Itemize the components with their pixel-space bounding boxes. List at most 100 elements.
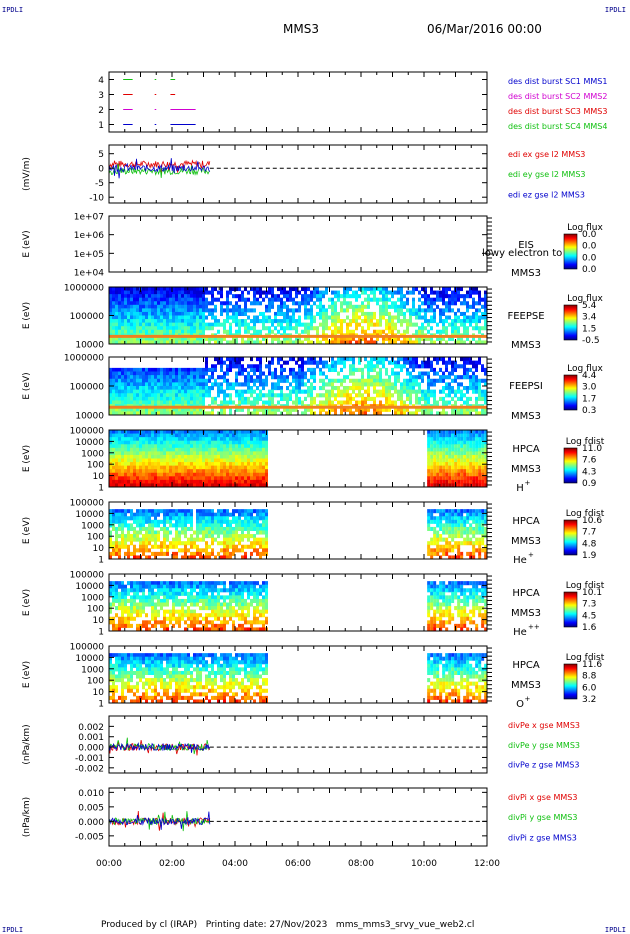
spectrogram-cell bbox=[451, 378, 454, 383]
spectrogram-cell bbox=[256, 454, 259, 459]
spectrogram-cell bbox=[124, 386, 127, 391]
spectrogram-cell bbox=[253, 451, 256, 456]
spectrogram-cell bbox=[484, 396, 487, 401]
spectrogram-cell bbox=[256, 469, 259, 474]
spectrogram-cell bbox=[412, 304, 415, 309]
spectrogram-cell bbox=[178, 386, 181, 391]
spectrogram-cell bbox=[184, 329, 187, 334]
spectrogram-cell bbox=[208, 378, 211, 383]
spectrogram-cell bbox=[343, 301, 346, 306]
spectrogram-cell bbox=[247, 433, 250, 438]
spectrogram-cell bbox=[307, 360, 310, 365]
spectrogram-cell bbox=[436, 329, 439, 334]
spectrogram-cell bbox=[457, 382, 460, 387]
spectrogram-cell bbox=[475, 319, 478, 324]
spectrogram-cell bbox=[193, 287, 196, 292]
spectrogram-cell bbox=[130, 472, 133, 477]
spectrogram-cell bbox=[442, 465, 446, 470]
spectrogram-cell bbox=[223, 555, 226, 560]
y-tick-label: 5 bbox=[98, 150, 104, 160]
spectrogram-cell bbox=[364, 364, 367, 369]
spectrogram-cell bbox=[235, 375, 238, 380]
spectrogram-cell bbox=[262, 433, 265, 438]
spectrogram-cell bbox=[130, 297, 133, 302]
spectrogram-cell bbox=[136, 411, 139, 416]
spectrogram-cell bbox=[220, 400, 223, 405]
spectrogram-cell bbox=[451, 440, 455, 445]
spectrogram-cell bbox=[211, 526, 214, 531]
spectrogram-cell bbox=[436, 462, 440, 467]
spectrogram-cell bbox=[130, 509, 133, 514]
spectrogram-cell bbox=[112, 393, 115, 398]
spectrogram-cell bbox=[337, 311, 340, 316]
spectrogram-cell bbox=[127, 430, 130, 435]
spectrogram-cell bbox=[343, 389, 346, 394]
spectrogram-cell bbox=[421, 322, 424, 327]
spectrogram-cell bbox=[301, 322, 304, 327]
spectrogram-cell bbox=[343, 287, 346, 292]
spectrogram-cell bbox=[112, 375, 115, 380]
spectrogram-cell bbox=[184, 393, 187, 398]
spectrogram-cell bbox=[166, 469, 169, 474]
spectrogram-cell bbox=[187, 476, 190, 481]
spectrogram-cell bbox=[121, 454, 124, 459]
spectrogram-cell bbox=[334, 336, 337, 341]
spectrogram-cell bbox=[304, 396, 307, 401]
spectrogram-cell bbox=[118, 326, 121, 331]
spectrogram-cell bbox=[454, 364, 457, 369]
spectrogram-cell bbox=[328, 367, 331, 372]
spectrogram-cell bbox=[109, 440, 112, 445]
spectrogram-cell bbox=[115, 483, 118, 488]
spectrogram-cell bbox=[154, 469, 157, 474]
spectrogram-cell bbox=[292, 315, 295, 320]
spectrogram-cell bbox=[238, 472, 241, 477]
spectrogram-cell bbox=[262, 430, 265, 435]
spectrogram-cell bbox=[217, 393, 220, 398]
spectrogram-cell bbox=[226, 301, 229, 306]
spectrogram-cell bbox=[154, 297, 157, 302]
spectrogram-cell bbox=[460, 454, 464, 459]
spectrogram-cell bbox=[307, 407, 310, 412]
spectrogram-cell bbox=[178, 537, 181, 542]
spectrogram-cell bbox=[337, 294, 340, 299]
spectrogram-cell bbox=[199, 430, 202, 435]
spectrogram-cell bbox=[214, 451, 217, 456]
spectrogram-cell bbox=[430, 476, 434, 481]
spectrogram-cell bbox=[322, 400, 325, 405]
spectrogram-cell bbox=[361, 301, 364, 306]
spectrogram-cell bbox=[307, 315, 310, 320]
spectrogram-cell bbox=[292, 357, 295, 362]
spectrogram-cell bbox=[229, 530, 232, 535]
spectrogram-cell bbox=[292, 340, 295, 345]
spectrogram-cell bbox=[409, 357, 412, 362]
spectrogram-cell bbox=[142, 375, 145, 380]
spectrogram-cell bbox=[133, 367, 136, 372]
spectrogram-cell bbox=[211, 382, 214, 387]
spectrogram-cell bbox=[313, 319, 316, 324]
spectrogram-cell bbox=[205, 315, 208, 320]
spectrogram-cell bbox=[193, 308, 196, 313]
spectrogram-cell bbox=[349, 322, 352, 327]
spectrogram-cell bbox=[112, 479, 115, 484]
spectrogram-cell bbox=[136, 400, 139, 405]
spectrogram-cell bbox=[199, 297, 202, 302]
spectrogram-cell bbox=[376, 382, 379, 387]
spectrogram-cell bbox=[172, 311, 175, 316]
spectrogram-cell bbox=[202, 389, 205, 394]
spectrogram-cell bbox=[181, 462, 184, 467]
spectrogram-cell bbox=[238, 433, 241, 438]
spectrogram-cell bbox=[145, 375, 148, 380]
spectrogram-cell bbox=[124, 336, 127, 341]
spectrogram-cell bbox=[379, 315, 382, 320]
spectrogram-cell bbox=[220, 523, 223, 528]
spectrogram-cell bbox=[250, 458, 253, 463]
spectrogram-cell bbox=[184, 555, 187, 560]
spectrogram-cell bbox=[271, 400, 274, 405]
spectrogram-cell bbox=[127, 440, 130, 445]
spectrogram-cell bbox=[268, 308, 271, 313]
spectrogram-cell bbox=[139, 509, 142, 514]
spectrogram-cell bbox=[217, 476, 220, 481]
spectrogram-cell bbox=[202, 433, 205, 438]
spectrogram-cell bbox=[148, 326, 151, 331]
spectrogram-cell bbox=[322, 360, 325, 365]
